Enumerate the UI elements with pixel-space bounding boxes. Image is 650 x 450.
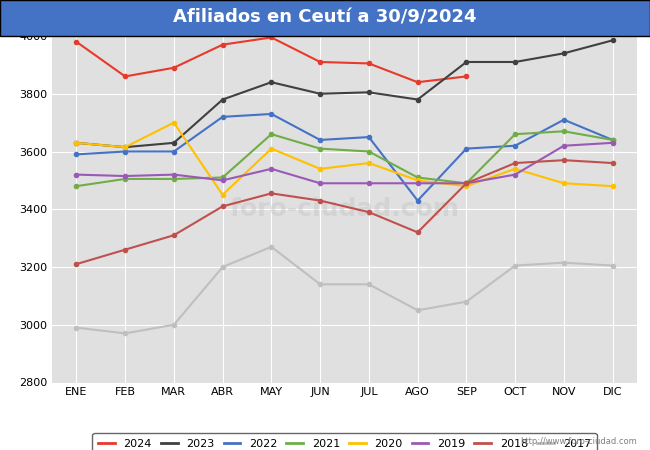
Text: http://www.foro-ciudad.com: http://www.foro-ciudad.com — [520, 436, 637, 446]
Legend: 2024, 2023, 2022, 2021, 2020, 2019, 2018, 2017: 2024, 2023, 2022, 2021, 2020, 2019, 2018… — [92, 433, 597, 450]
Text: foro-ciudad.com: foro-ciudad.com — [229, 197, 460, 221]
Text: Afiliados en Ceutí a 30/9/2024: Afiliados en Ceutí a 30/9/2024 — [174, 9, 476, 27]
